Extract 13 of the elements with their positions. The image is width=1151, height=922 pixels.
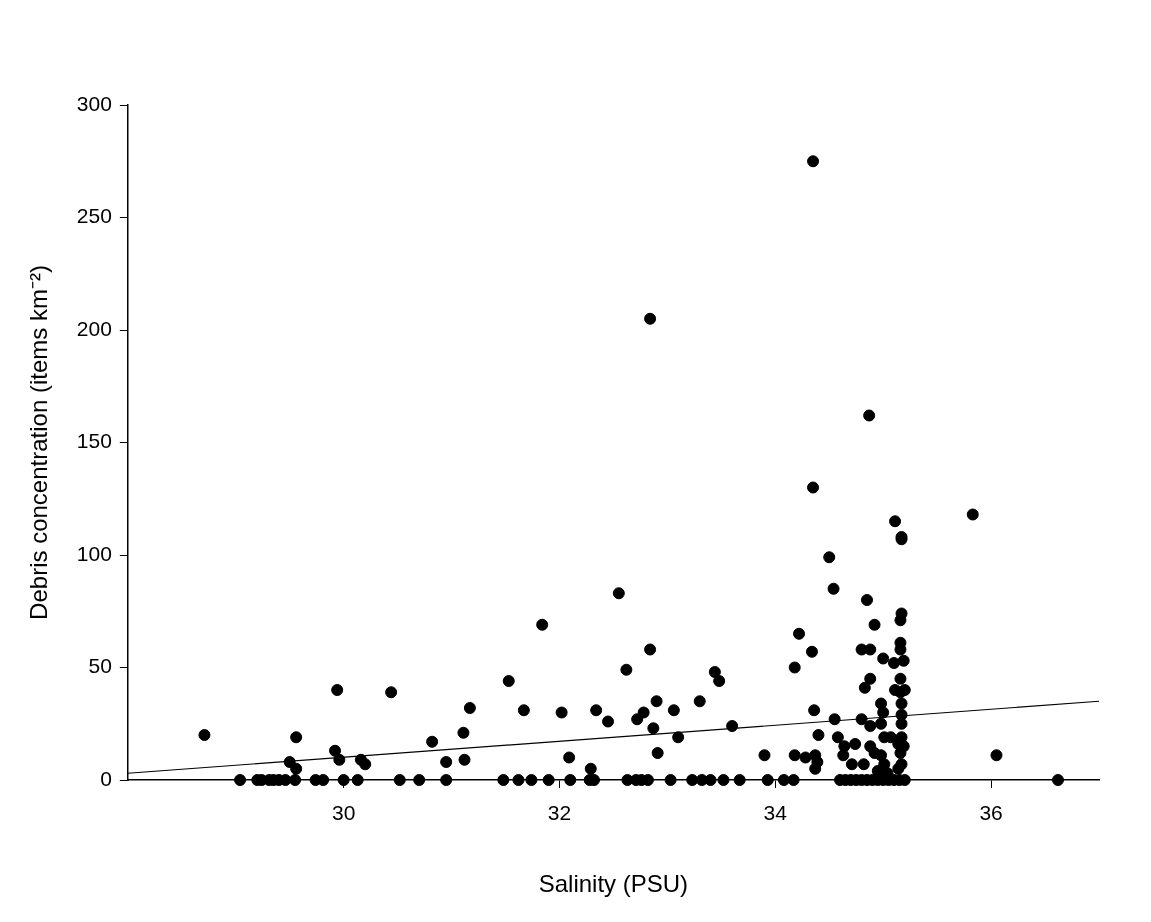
y-tick-label: 150 [76,429,112,453]
y-tick-label: 0 [100,766,112,790]
x-tick-label: 32 [547,801,572,825]
x-tick-label: 36 [979,801,1003,825]
y-tick-label: 50 [88,654,112,678]
x-axis-title: Salinity (PSU) [538,870,689,898]
x-tick-label: 34 [763,801,788,825]
y-tick-label: 300 [76,91,112,115]
y-tick-label: 200 [76,316,112,340]
y-tick-label: 100 [76,541,112,565]
y-axis-title: Debris concentration (items km⁻²) [25,265,53,620]
x-tick-label: 30 [331,801,356,825]
y-tick-label: 250 [76,204,112,228]
